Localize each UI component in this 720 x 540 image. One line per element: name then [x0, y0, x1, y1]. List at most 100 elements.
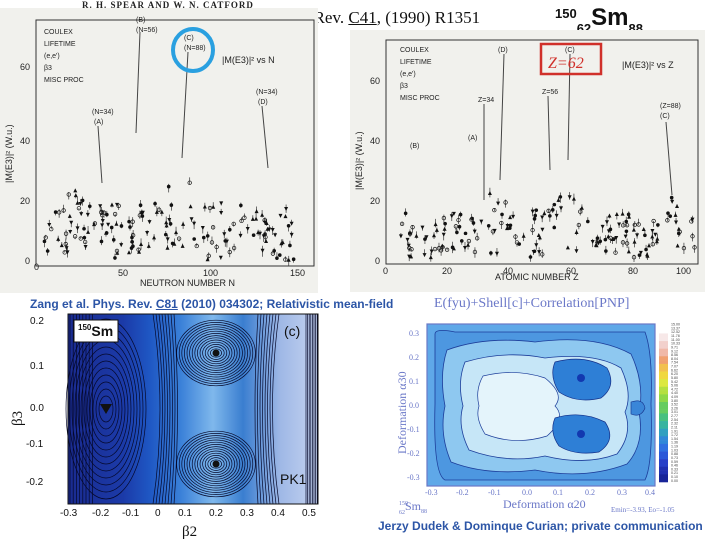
plot-right-annotation: (A) — [468, 135, 477, 142]
plot-right-xtick: 40 — [503, 266, 513, 276]
scatter-point — [47, 222, 52, 227]
scatter-point — [409, 254, 414, 259]
zang-prefix: Zang et al. Phys. Rev. — [30, 297, 156, 311]
contour-line — [86, 367, 126, 451]
scatter-point — [656, 223, 660, 227]
scatter-point — [146, 243, 151, 248]
colorbar-swatch — [659, 333, 668, 338]
scatter-point — [231, 221, 236, 227]
scatter-point — [258, 231, 263, 236]
plot-left-xtick: 100 — [203, 268, 218, 278]
scatter-point — [620, 240, 626, 245]
plot-left-annotation: (A) — [94, 119, 103, 126]
colorbar-swatch — [659, 367, 668, 372]
scatter-point — [472, 229, 477, 234]
scatter-point — [45, 249, 50, 253]
citation-suffix: , (1990) R1351 — [376, 8, 481, 27]
scatter-point — [65, 250, 70, 255]
colorbar-swatch — [659, 436, 668, 441]
contour-line — [184, 326, 248, 380]
colorbar-label: 1.72 — [671, 433, 678, 437]
colorbar-label: 0.33 — [671, 467, 678, 471]
scatter-point — [119, 243, 124, 248]
scatter-point — [475, 236, 480, 241]
scatter-point — [137, 249, 142, 254]
plot-left-ytick: 0 — [25, 256, 30, 266]
contour-left-force-label: PK1 — [280, 471, 307, 487]
colorbar-label: 8.56 — [671, 353, 678, 357]
scatter-point — [600, 224, 605, 229]
colorbar-label: 11.00 — [671, 338, 680, 342]
colorbar-swatch — [659, 432, 668, 437]
plot-left-xlabel: NEUTRON NUMBER N — [140, 278, 235, 288]
contour-left-ytick: 0.2 — [30, 316, 44, 327]
scatter-point — [63, 241, 68, 247]
scatter-point — [500, 212, 504, 217]
scatter-point — [76, 206, 82, 211]
scatter-point — [126, 250, 131, 255]
scatter-point — [492, 207, 497, 213]
scatter-point — [286, 223, 291, 228]
scatter-point — [288, 243, 292, 248]
scatter-point — [260, 212, 265, 217]
plot-right-xtick: 60 — [566, 266, 576, 276]
contour-right-ytick: 0.0 — [409, 401, 419, 410]
scatter-point — [68, 229, 73, 234]
scatter-point — [242, 215, 247, 220]
scatter-point — [238, 233, 243, 238]
scatter-point — [43, 235, 48, 240]
contour-left-field — [68, 314, 318, 504]
scatter-point — [432, 246, 438, 252]
contour-left-xtick: 0.4 — [271, 508, 285, 519]
scatter-point — [449, 214, 454, 219]
scatter-point — [521, 233, 526, 238]
colorbar-swatch — [659, 459, 668, 464]
scatter-point — [450, 245, 455, 250]
scatter-point — [420, 225, 425, 230]
scatter-point — [219, 201, 224, 206]
scatter-point — [443, 221, 447, 226]
colorbar-swatch — [659, 470, 668, 475]
scatter-point — [574, 230, 579, 235]
colorbar-label: 7.07 — [671, 365, 678, 369]
scatter-point — [552, 202, 557, 207]
scatter-point — [254, 216, 259, 221]
scatter-point — [594, 243, 599, 248]
scatter-point — [69, 220, 74, 225]
scatter-point — [261, 234, 266, 239]
contour-line — [184, 437, 248, 491]
contour-right-xlabel: Deformation α20 — [503, 497, 586, 511]
colorbar-swatch — [659, 352, 668, 357]
scatter-point — [624, 241, 630, 246]
zang-suffix: (2010) 034302; Relativistic mean-field — [177, 297, 394, 311]
scatter-point — [424, 235, 429, 240]
colorbar-label: 1.19 — [671, 445, 678, 449]
scatter-point — [189, 217, 194, 222]
scatter-point — [596, 241, 601, 246]
scatter-point — [154, 209, 159, 214]
scatter-point — [407, 254, 412, 259]
contour-line — [207, 346, 225, 360]
caption-energy-formula: E(fyu)+Shell[c]+Correlation[PNP] — [434, 296, 630, 311]
scatter-point — [205, 234, 210, 238]
scatter-point — [508, 223, 513, 228]
contour-left-xtick: 0.1 — [178, 508, 192, 519]
contour-left-frame — [67, 313, 319, 505]
contour-line — [83, 360, 129, 458]
contour-line — [173, 313, 178, 505]
scatter-point — [534, 208, 539, 212]
scatter-point — [508, 215, 513, 220]
contour-right-xtick: -0.3 — [425, 488, 438, 497]
scatter-point — [80, 198, 85, 203]
plot-left-annotation: (N=34) — [92, 109, 114, 116]
scatter-point — [459, 239, 464, 243]
scatter-point — [492, 228, 497, 233]
contour-line — [259, 313, 265, 505]
plot-left-xtick: 0 — [34, 262, 39, 272]
colorbar-label: 6.20 — [671, 372, 678, 376]
scatter-point — [540, 215, 545, 220]
scatter-point — [403, 211, 408, 216]
scatter-point — [273, 233, 278, 238]
colorbar-label: 0.10 — [671, 475, 678, 479]
colorbar-swatch — [659, 398, 668, 403]
